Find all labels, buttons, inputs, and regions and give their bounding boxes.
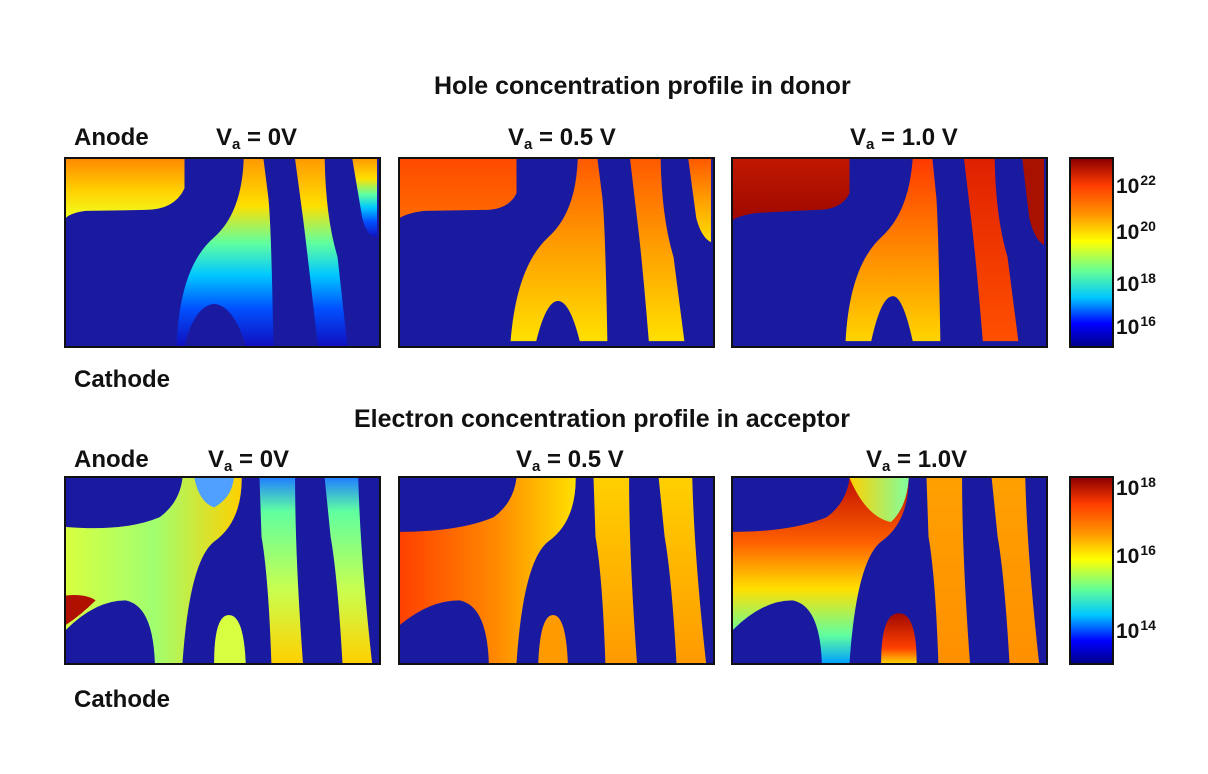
- top-panel-1-voltage-label: Va = 0V: [216, 124, 298, 153]
- top-cathode-label: Cathode: [74, 366, 170, 393]
- bottom-panel-1-heatmap: [64, 476, 381, 665]
- bottom-cathode-label: Cathode: [74, 686, 170, 713]
- bottom-anode-label: Anode: [74, 446, 149, 473]
- bottom-panel-3-heatmap: [731, 476, 1048, 665]
- top-panel-2-heatmap: [398, 157, 715, 348]
- top-colorbar-tick-1e16: 1016: [1116, 313, 1156, 339]
- bottom-panel-3-voltage-label: Va = 1.0V: [866, 446, 968, 475]
- top-section-title: Hole concentration profile in donor: [434, 72, 851, 100]
- top-colorbar-tick-1e22: 1022: [1116, 172, 1156, 198]
- bottom-panel-2-voltage-label: Va = 0.5 V: [516, 446, 624, 475]
- top-anode-label: Anode: [74, 124, 149, 151]
- top-panel-1-heatmap: [64, 157, 381, 348]
- bottom-panel-2-heatmap: [398, 476, 715, 665]
- top-colorbar-tick-1e20: 1020: [1116, 218, 1156, 244]
- top-panel-3-heatmap: [731, 157, 1048, 348]
- bottom-colorbar-tick-1e14: 1014: [1116, 617, 1156, 643]
- bottom-colorbar-tick-1e18: 1018: [1116, 474, 1156, 500]
- top-panel-3-voltage-label: Va = 1.0 V: [850, 124, 958, 153]
- bottom-section-title: Electron concentration profile in accept…: [354, 405, 850, 433]
- top-colorbar-tick-1e18: 1018: [1116, 270, 1156, 296]
- bottom-colorbar-tick-1e16: 1016: [1116, 542, 1156, 568]
- bottom-panel-1-voltage-label: Va = 0V: [208, 446, 290, 475]
- top-colorbar: [1069, 157, 1114, 348]
- bottom-colorbar: [1069, 476, 1114, 665]
- top-panel-2-voltage-label: Va = 0.5 V: [508, 124, 616, 153]
